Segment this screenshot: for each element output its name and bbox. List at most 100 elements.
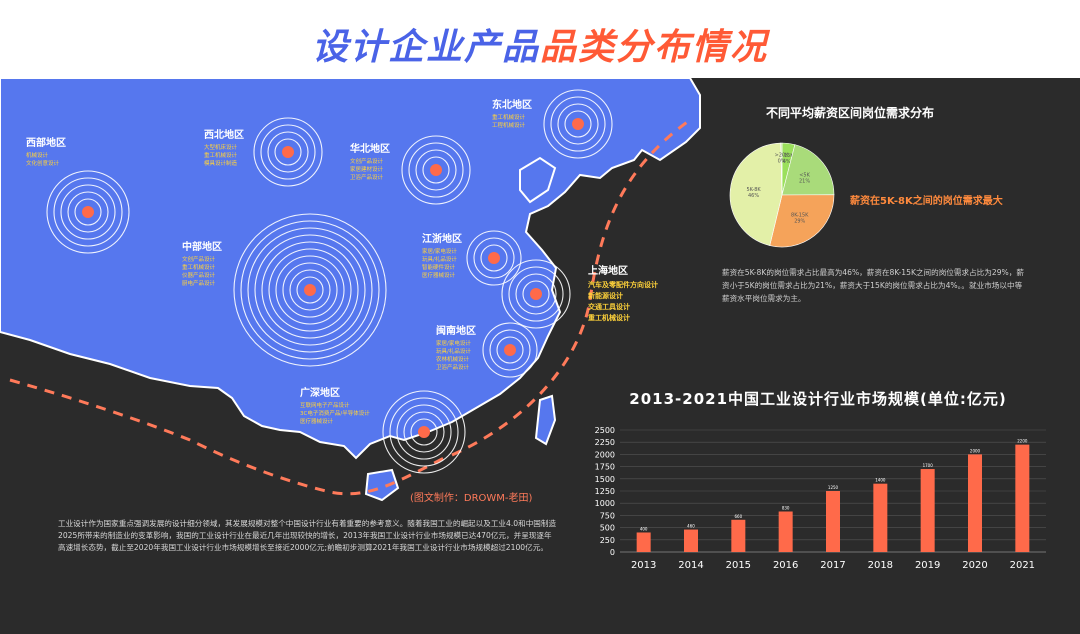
- map-hotspot: [304, 284, 316, 296]
- map-ring: [473, 237, 515, 279]
- region-item: 厨电产品设计: [182, 281, 216, 287]
- map-hotspot: [282, 146, 294, 158]
- map-ring: [466, 230, 522, 286]
- map-ring: [403, 411, 445, 453]
- pie-slice-value: 4%: [783, 159, 791, 165]
- region-item: 大型机床设计: [204, 145, 238, 151]
- map-ring: [267, 131, 309, 173]
- region-name: 江浙地区: [422, 234, 462, 245]
- map-ring: [415, 149, 457, 191]
- pie-slice-value: 21%: [799, 178, 810, 184]
- x-tick-label: 2019: [915, 560, 940, 571]
- map-ring: [261, 241, 359, 339]
- region-item: 智能硬件设计: [422, 265, 456, 271]
- map-ring: [53, 177, 123, 247]
- region-zhongbu: 中部地区 文创产品设计 重工机械设计 仪器产品设计 厨电产品设计: [182, 238, 222, 288]
- region-item: 模具设计制造: [204, 161, 238, 167]
- map-ring: [550, 96, 606, 152]
- region-item: 重工机械设计: [492, 115, 526, 121]
- map-ring: [564, 110, 592, 138]
- y-tick-label: 1000: [595, 499, 615, 508]
- map-ring: [296, 276, 324, 304]
- pie-slice: [781, 144, 835, 196]
- pie-chart-title: 不同平均薪资区间岗位需求分布: [765, 106, 934, 120]
- map-ring: [260, 124, 316, 180]
- bar: [778, 511, 793, 552]
- region-item: 互联网电子产品设计: [300, 403, 350, 409]
- bar: [826, 491, 840, 552]
- map-ring: [268, 248, 352, 332]
- x-tick-label: 2018: [868, 560, 893, 571]
- x-tick-label: 2014: [678, 560, 703, 571]
- pie-slice: [729, 142, 783, 246]
- map-ring: [60, 184, 116, 240]
- map-ring: [253, 117, 323, 187]
- map-dashed-route-east: [451, 118, 691, 457]
- bar-value-label: 2000: [970, 448, 981, 453]
- region-name: 西部地区: [26, 138, 66, 149]
- map-ring: [274, 138, 302, 166]
- title-part2: 品类分布情况: [540, 27, 769, 68]
- map-ring: [410, 418, 438, 446]
- bar: [731, 519, 746, 552]
- map-ring: [396, 404, 452, 460]
- map-island-hainan: [364, 468, 400, 502]
- map-ring: [74, 198, 102, 226]
- map-ring: [515, 273, 557, 315]
- x-tick-label: 2020: [962, 560, 987, 571]
- map-ring: [247, 227, 373, 353]
- region-item: 机械设计: [26, 153, 49, 159]
- pie-slice: [780, 142, 783, 196]
- region-item: 医疗器械设计: [300, 419, 334, 425]
- region-item: 文化创意设计: [26, 161, 60, 167]
- map-ring: [46, 170, 130, 254]
- x-tick-label: 2013: [631, 560, 656, 571]
- map-ring: [501, 259, 571, 329]
- map-ring: [557, 103, 599, 145]
- page-title: 设计企业产品品类分布情况: [0, 18, 1080, 70]
- y-tick-label: 0: [610, 548, 615, 557]
- region-item: 文创产品设计: [182, 257, 216, 263]
- y-tick-label: 1500: [595, 475, 615, 484]
- map-rings: [46, 89, 613, 474]
- region-item: 玩具/礼品设计: [422, 257, 457, 263]
- map-hotspot: [82, 206, 94, 218]
- map-peninsula: [519, 156, 557, 204]
- map-ring: [275, 255, 345, 325]
- pie-callout: 薪资在5K-8K之间的岗位需求最大: [850, 196, 1003, 207]
- bar-value-label: 460: [687, 524, 695, 529]
- region-item: 家居建材设计: [350, 167, 384, 173]
- x-tick-label: 2017: [820, 560, 845, 571]
- map-ring: [508, 266, 564, 322]
- map-ring: [489, 329, 531, 371]
- region-item: 重工机械设计: [588, 314, 630, 322]
- region-name: 上海地区: [588, 266, 628, 277]
- region-item: 重工机械设计: [182, 265, 216, 271]
- map-dashed-route-west: [9, 378, 451, 496]
- x-tick-label: 2021: [1010, 560, 1035, 571]
- y-tick-label: 1250: [595, 487, 615, 496]
- map-ring: [482, 322, 538, 378]
- y-tick-label: 1750: [595, 463, 615, 472]
- bar-value-label: 1250: [828, 485, 839, 490]
- region-name: 华北地区: [350, 144, 390, 155]
- bar-chart: 0 250 500 750 1000 1250 1500 1750 2000 2250 2500 40…: [595, 426, 1046, 571]
- pie-slice-label: >20K: [775, 153, 790, 159]
- y-tick-label: 2500: [595, 426, 615, 435]
- bar-value-label: 1700: [923, 463, 934, 468]
- map-ring: [543, 89, 613, 159]
- x-tick-label: 2015: [726, 560, 751, 571]
- region-item: 玩具/礼品设计: [436, 349, 471, 355]
- bar: [968, 454, 982, 552]
- region-name: 闽南地区: [436, 326, 476, 337]
- region-xibei: 西北地区 大型机床设计 重工机械设计 模具设计制造: [204, 126, 244, 168]
- map-hotspot: [572, 118, 584, 130]
- region-jiangzhe: 江浙地区 家居/家电设计 玩具/礼品设计 智能硬件设计 医疗器械设计: [422, 230, 462, 280]
- map-ring: [254, 234, 366, 346]
- map-hotspot: [430, 164, 442, 176]
- map-ring: [240, 220, 380, 360]
- bar: [1015, 444, 1030, 552]
- intro-paragraph: 工业设计作为国家重点强调发展的设计细分领域，其发展规模对整个中国设计行业有着重要…: [58, 519, 557, 552]
